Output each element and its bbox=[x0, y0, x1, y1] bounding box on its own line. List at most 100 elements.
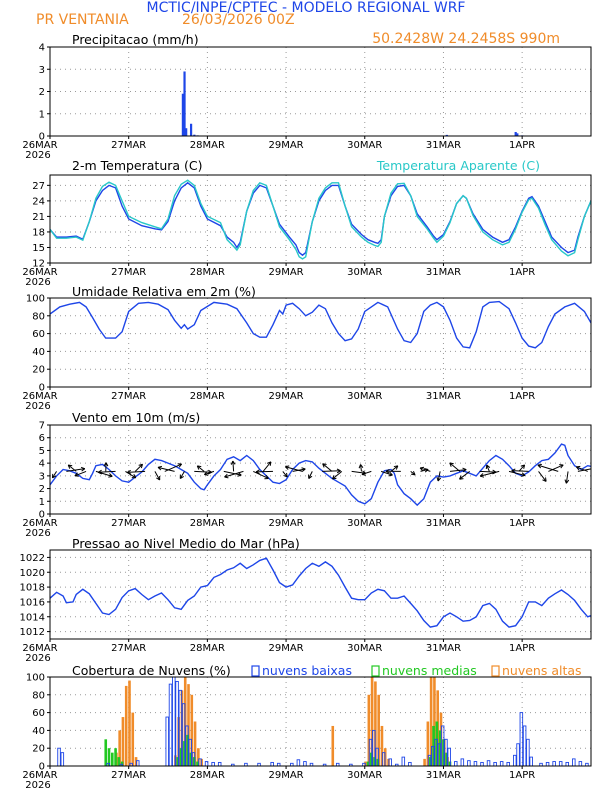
wind-barb-shaft bbox=[518, 464, 525, 472]
wind-barb-shaft bbox=[332, 471, 343, 480]
cloud-bar-mid bbox=[186, 734, 190, 766]
wind-barb-head bbox=[133, 474, 137, 479]
y-tick-label: 6 bbox=[39, 433, 45, 444]
wind-barb-head bbox=[385, 470, 390, 474]
wind-barb bbox=[103, 462, 109, 472]
y-tick-label: 20 bbox=[32, 365, 45, 376]
wind-barb-head bbox=[301, 468, 306, 472]
x-tick-year: 2026 bbox=[25, 528, 50, 539]
wind-barb-head bbox=[224, 473, 228, 478]
x-tick-label: 28MAR bbox=[190, 267, 225, 278]
wind-barb-head bbox=[523, 464, 526, 469]
panel-title: Precipitacao (mm/h) bbox=[72, 32, 199, 47]
cloud-bar-low bbox=[388, 758, 392, 766]
cloud-bar-low bbox=[129, 762, 133, 766]
wind-barb bbox=[537, 463, 559, 472]
header-run: 26/03/2026 00Z bbox=[182, 12, 295, 28]
cloud-bar-mid bbox=[192, 757, 196, 766]
cloud-bar-mid bbox=[370, 752, 373, 766]
x-tick-label: 28MAR bbox=[190, 391, 225, 402]
wind-barb-head bbox=[437, 477, 442, 482]
wind-barb-head bbox=[68, 464, 73, 467]
wind-barb-head bbox=[108, 475, 113, 478]
cloud-bar-mid bbox=[117, 757, 121, 766]
cloud-bar-high bbox=[197, 748, 200, 766]
wind-barb-head bbox=[269, 461, 272, 466]
x-tick-label: 30MAR bbox=[347, 770, 382, 781]
y-tick-label: 1022 bbox=[20, 553, 45, 564]
wind-barb-head bbox=[575, 466, 580, 471]
y-tick-label: 60 bbox=[32, 329, 45, 340]
x-tick-label: 31MAR bbox=[426, 643, 461, 654]
x-tick-label: 29MAR bbox=[268, 391, 303, 402]
cloud-bar-mid bbox=[107, 748, 111, 766]
cloud-bar-high bbox=[124, 685, 128, 766]
wind-barb-head bbox=[486, 464, 491, 468]
cloud-bar-high bbox=[367, 694, 371, 766]
wind-barb-head bbox=[301, 467, 306, 470]
y-tick-label: 60 bbox=[32, 708, 45, 719]
header-location: 50.2428W 24.2458S 990m bbox=[372, 31, 560, 47]
x-tick-year: 2026 bbox=[25, 150, 50, 161]
x-tick-label: 1APR bbox=[509, 267, 535, 278]
wind-barb bbox=[332, 471, 343, 480]
x-tick-label: 26MAR bbox=[22, 518, 57, 529]
cloud-bar-low bbox=[175, 681, 179, 766]
x-tick-year: 2026 bbox=[25, 653, 50, 664]
cloud-bar-low bbox=[605, 763, 608, 766]
cloud-bar-low bbox=[185, 725, 189, 766]
wind-barb-shaft bbox=[52, 471, 57, 479]
x-tick-label: 26MAR bbox=[22, 643, 57, 654]
wind-barb-shaft bbox=[548, 464, 564, 472]
cloud-bar-low bbox=[335, 762, 340, 766]
x-tick-label: 31MAR bbox=[426, 770, 461, 781]
precip-bar bbox=[183, 71, 186, 136]
y-tick-label: 2 bbox=[39, 87, 45, 98]
cloud-bar-low bbox=[270, 761, 274, 766]
wind-barb-shaft bbox=[98, 470, 116, 473]
cloud-bar-low bbox=[522, 725, 527, 766]
wind-barb bbox=[262, 461, 272, 472]
x-tick-label: 29MAR bbox=[268, 643, 303, 654]
y-tick-label: 7 bbox=[39, 421, 45, 432]
cloud-bar-low bbox=[198, 758, 202, 766]
cloud-bar-high bbox=[190, 694, 194, 766]
wind-barb-head bbox=[255, 471, 260, 475]
cloud-bar-high bbox=[128, 680, 131, 766]
wind-barb bbox=[196, 465, 205, 472]
wind-barb bbox=[385, 468, 401, 474]
wind-barb bbox=[548, 464, 564, 472]
x-tick-label: 1APR bbox=[509, 643, 535, 654]
wind-barb-head bbox=[157, 467, 162, 471]
legend-swatch bbox=[371, 665, 380, 677]
plot-area bbox=[50, 557, 591, 628]
wind-barb-shaft bbox=[179, 471, 185, 479]
wind-barb-head bbox=[565, 479, 570, 484]
cloud-bar-high bbox=[429, 677, 433, 766]
wind-barb bbox=[459, 471, 470, 480]
wind-barb-head bbox=[180, 476, 184, 479]
y-tick-label: 12 bbox=[32, 259, 45, 270]
cloud-bar-low bbox=[381, 752, 386, 766]
panel-title: Cobertura de Nuvens (%) bbox=[72, 663, 231, 678]
wind-barb bbox=[179, 471, 185, 479]
wind-barb-head bbox=[265, 474, 269, 479]
cloud-bar-low bbox=[168, 683, 173, 766]
cloud-bar-low bbox=[447, 747, 451, 766]
x-tick-label: 28MAR bbox=[190, 518, 225, 529]
wind-barb-head bbox=[449, 462, 452, 467]
wind-barb-head bbox=[74, 472, 78, 477]
wind-barb bbox=[538, 471, 547, 482]
x-tick-label: 30MAR bbox=[347, 643, 382, 654]
wind-barb-shaft bbox=[224, 470, 244, 478]
wind-barb-shaft bbox=[381, 470, 393, 476]
y-tick-label: 0 bbox=[39, 383, 45, 394]
wind-barb-head bbox=[479, 473, 484, 477]
wind-barb bbox=[381, 470, 393, 477]
cloud-bar-low bbox=[217, 761, 222, 766]
wind-barb-head bbox=[361, 471, 366, 475]
legend-swatch bbox=[491, 665, 500, 677]
precip-bar bbox=[516, 133, 519, 136]
wind-barb-head bbox=[395, 465, 399, 470]
x-tick-label: 1APR bbox=[509, 518, 535, 529]
